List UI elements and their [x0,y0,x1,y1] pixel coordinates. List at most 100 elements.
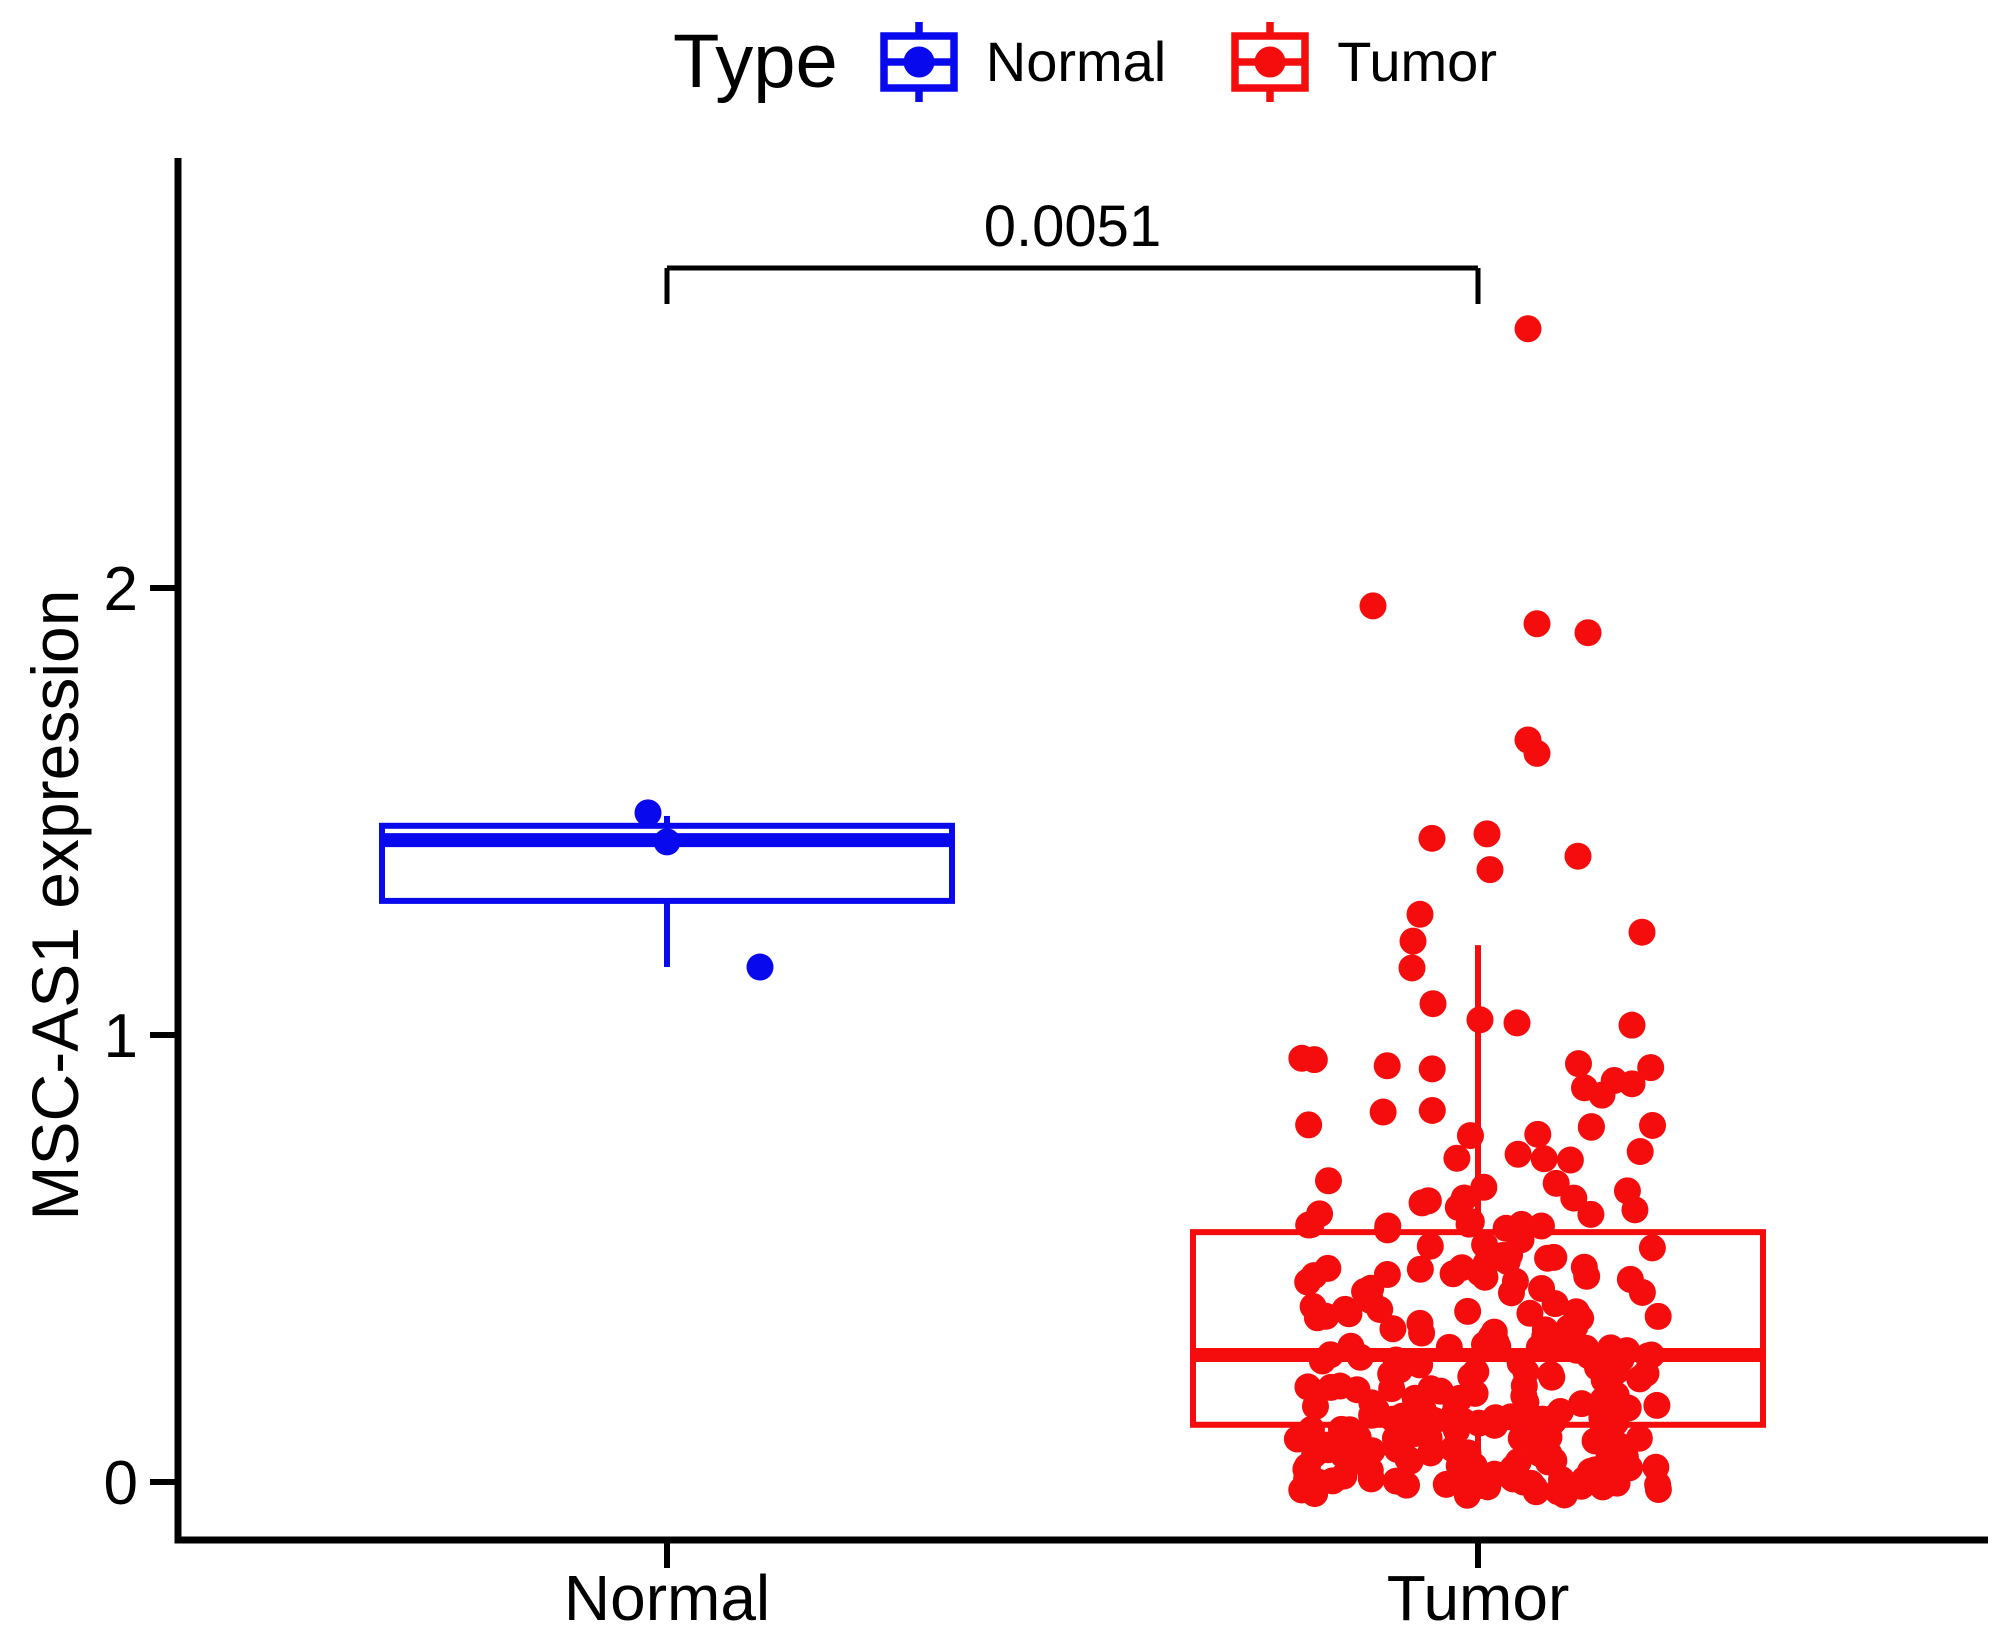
tumor-point [1628,918,1656,946]
tumor-point [1414,1187,1442,1215]
tumor-point [1369,1098,1397,1126]
tumor-point [1314,1167,1342,1195]
legend-title: Type [673,19,838,104]
tumor-point [1396,1447,1424,1475]
tumor-point [1637,1054,1665,1082]
tumor-point [1523,610,1551,638]
tumor-point [1299,1293,1327,1321]
tumor-point [1418,824,1446,852]
tumor-point [1550,1481,1578,1509]
tumor-point [1460,1452,1488,1480]
normal-point [653,828,681,856]
normal-point [634,799,662,827]
legend-label-tumor: Tumor [1337,30,1497,93]
tumor-point [1530,1145,1558,1173]
tumor-point [1331,1295,1359,1323]
tumor-point [1359,592,1387,620]
tumor-point [1454,1297,1482,1325]
legend-item-normal: Normal [880,20,1166,104]
x-category-label: Normal [564,1562,770,1634]
tumor-point [1476,856,1504,884]
tumor-point [1489,1241,1517,1269]
tumor-point [1643,1391,1671,1419]
tumor-point [1406,1309,1434,1337]
tumor-point [1466,1006,1494,1034]
tumor-point [1351,1278,1379,1306]
tumor-point [1581,1427,1609,1455]
x-category-label: Tumor [1387,1562,1570,1634]
tumor-point [1577,1113,1605,1141]
normal-point [746,953,774,981]
tumor-point [1626,1138,1654,1166]
tumor-point [1542,1169,1570,1197]
tumor-point [1283,1425,1311,1453]
tumor-point [1523,739,1551,767]
tumor-point [1570,1074,1598,1102]
legend: Type Normal [0,12,2000,112]
tumor-point [1418,1096,1446,1124]
tumor-point [1357,1465,1385,1493]
tumor-point [1337,1332,1365,1360]
tumor-point [1524,1120,1552,1148]
tumor-point [1516,1299,1544,1327]
tumor-point [1295,1111,1323,1139]
tumor-point [1471,1331,1499,1359]
tumor-point [1644,1302,1672,1330]
tumor-point [1399,927,1427,955]
tumor-point [1618,1011,1646,1039]
tumor-point [1506,1349,1534,1377]
tumor-point [1443,1144,1471,1172]
tumor-point [1377,1360,1405,1388]
tumor-point [1314,1254,1342,1282]
tumor-point [1336,1416,1364,1444]
tumor-point [1520,1473,1548,1501]
tumor-point [1330,1462,1358,1490]
tumor-point [1326,1372,1354,1400]
tumor-point [1540,1447,1568,1475]
tumor-point [1563,1336,1591,1364]
tumor-point [1510,1372,1538,1400]
tumor-point [1531,1322,1559,1350]
tumor-point [1406,1255,1434,1283]
tumor-point [1398,954,1426,982]
tumor-point [1403,1409,1431,1437]
tumor-point [1306,1200,1334,1228]
tumor-point [1534,1244,1562,1272]
tumor-point [1456,1122,1484,1150]
tumor-point [1473,820,1501,848]
tumor-point [1613,1337,1641,1365]
tumor-point [1639,1111,1667,1139]
tumor-point [1642,1453,1670,1481]
p-value-label: 0.0051 [984,194,1161,259]
y-tick-label: 2 [104,555,138,624]
tumor-point [1373,1261,1401,1289]
tumor-point [1638,1234,1666,1262]
tumor-point [1574,619,1602,647]
tumor-point [1308,1347,1336,1375]
tumor-point [1543,1402,1571,1430]
tumor-point [1564,842,1592,870]
tumor-point [1632,1359,1660,1387]
tumor-point [1577,1200,1605,1228]
tumor-point [1418,1055,1446,1083]
tumor-point [1406,900,1434,928]
tumor-point [1457,1363,1485,1391]
tumor-point [1594,1361,1622,1389]
tumor-point [1527,1212,1555,1240]
tumor-point [1288,1044,1316,1072]
tumor-point [1455,1477,1483,1505]
tumor-point [1618,1070,1646,1098]
tumor-point [1470,1173,1498,1201]
tumor-point [1570,1253,1598,1281]
tumor-point [1406,1351,1434,1379]
tumor-point [1625,1424,1653,1452]
tumor-point [1435,1333,1463,1361]
tumor-point [1426,1377,1454,1405]
legend-label-normal: Normal [985,30,1167,93]
tumor-point [1382,1467,1410,1495]
tumor-point [1379,1315,1407,1343]
tumor-point [1525,1422,1553,1450]
tumor-boxplot-key-icon [1231,20,1309,104]
